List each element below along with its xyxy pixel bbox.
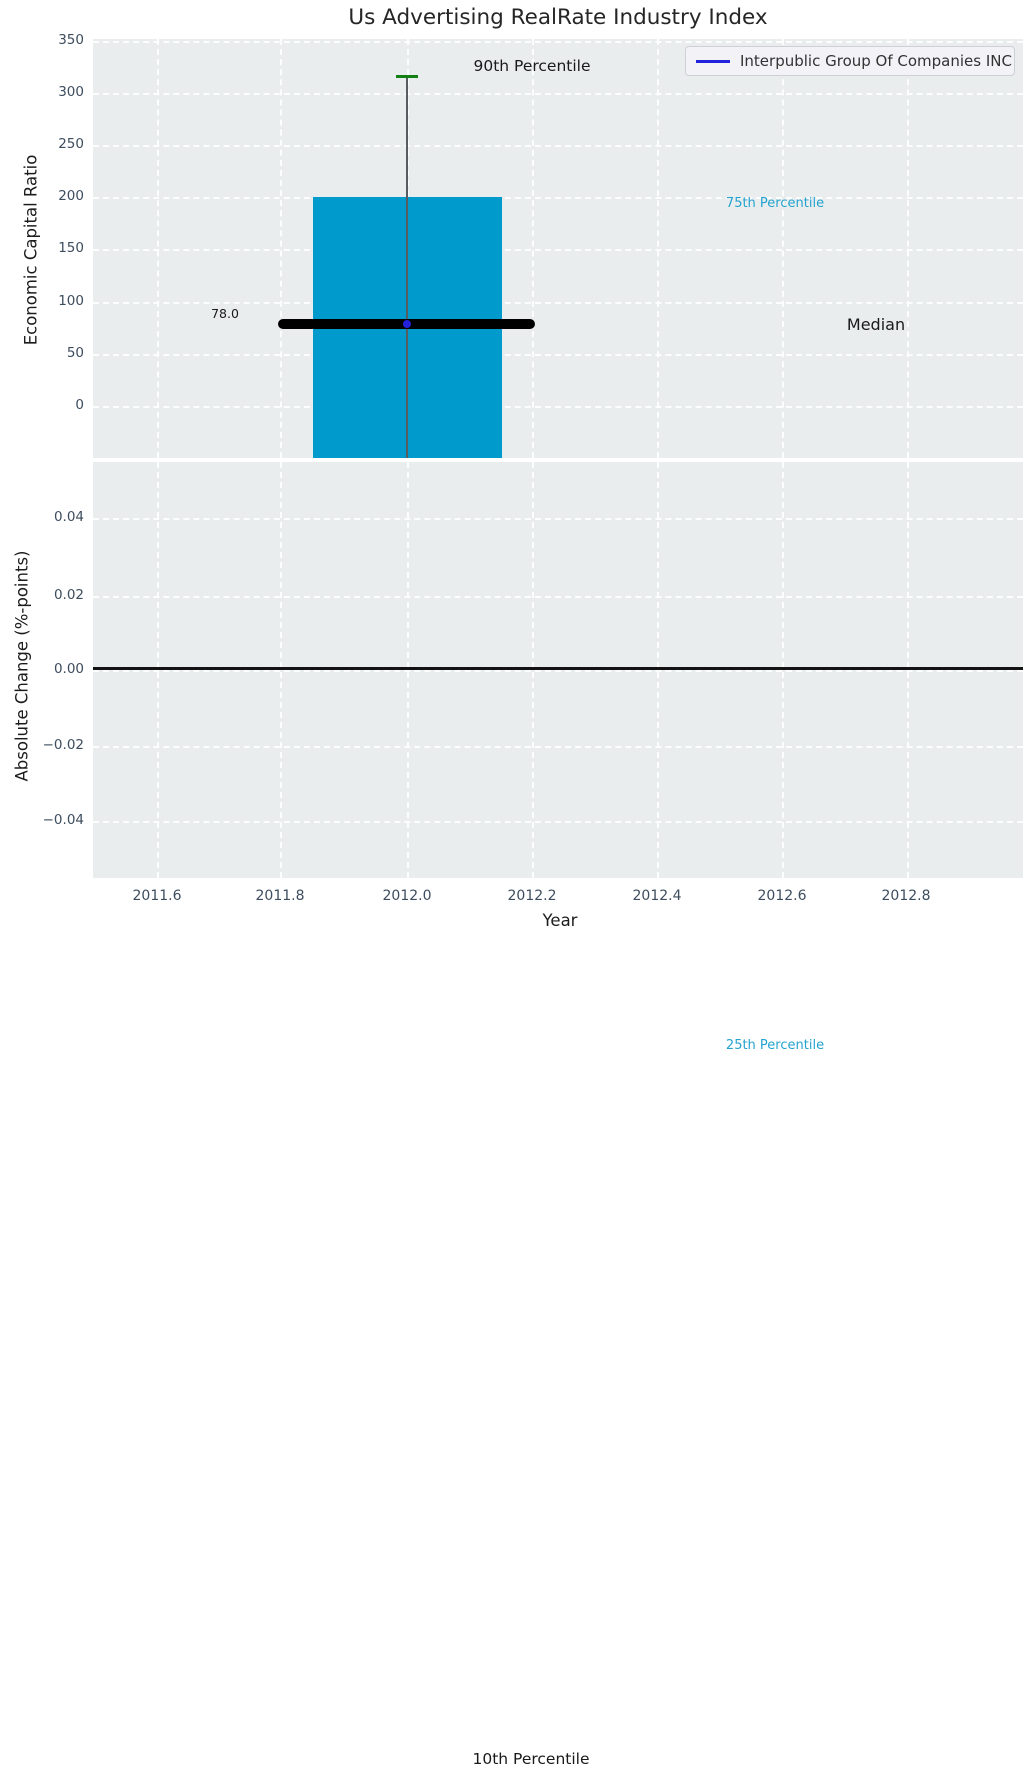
gridline bbox=[93, 821, 1023, 823]
gridline bbox=[157, 39, 159, 458]
y-tick-label: 0.02 bbox=[53, 587, 84, 603]
gridline bbox=[93, 145, 1023, 147]
bottom-y-axis-label: Absolute Change (%-points) bbox=[12, 550, 32, 782]
y-tick-label: 0.04 bbox=[53, 509, 84, 525]
gridline bbox=[93, 518, 1023, 520]
gridline bbox=[280, 462, 282, 878]
y-tick-label: 100 bbox=[58, 293, 84, 309]
gridline bbox=[280, 39, 282, 458]
gridline bbox=[93, 670, 1023, 672]
y-tick-label: 150 bbox=[58, 240, 84, 256]
gridline bbox=[532, 462, 534, 878]
annotation-median: Median bbox=[846, 315, 906, 334]
annotation-25th-percentile: 25th Percentile bbox=[725, 1038, 825, 1053]
x-tick-label: 2012.0 bbox=[382, 888, 432, 904]
x-tick-label: 2012.8 bbox=[881, 888, 931, 904]
gridline bbox=[907, 462, 909, 878]
top-y-axis-label: Economic Capital Ratio bbox=[21, 154, 41, 346]
top-axes-economic-capital-ratio: 90th Percentile 75th Percentile Median 7… bbox=[93, 39, 1023, 458]
y-tick-label: 250 bbox=[58, 136, 84, 152]
gridline bbox=[93, 354, 1023, 356]
gridline bbox=[93, 197, 1023, 199]
y-tick-label: −0.02 bbox=[42, 737, 84, 753]
gridline bbox=[93, 41, 1023, 43]
legend-line-swatch bbox=[696, 59, 730, 63]
gridline bbox=[782, 462, 784, 878]
x-tick-label: 2011.6 bbox=[132, 888, 182, 904]
company-data-point bbox=[403, 320, 411, 328]
annotation-75th-percentile: 75th Percentile bbox=[725, 196, 825, 211]
gridline bbox=[407, 462, 409, 878]
legend: Interpublic Group Of Companies INC bbox=[685, 46, 1015, 76]
gridline bbox=[93, 302, 1023, 304]
y-tick-label: −0.04 bbox=[42, 812, 84, 828]
gridline bbox=[93, 93, 1023, 95]
y-tick-label: 50 bbox=[66, 345, 84, 361]
x-tick-label: 2012.2 bbox=[507, 888, 557, 904]
gridline bbox=[907, 39, 909, 458]
x-tick-label: 2012.6 bbox=[757, 888, 807, 904]
legend-label: Interpublic Group Of Companies INC bbox=[740, 52, 1012, 70]
p90-whisker-cap bbox=[396, 75, 418, 78]
gridline bbox=[93, 746, 1023, 748]
x-tick-label: 2011.8 bbox=[255, 888, 305, 904]
x-axis-label: Year bbox=[542, 911, 578, 930]
gridline bbox=[157, 462, 159, 878]
y-tick-label: 0.00 bbox=[53, 661, 84, 677]
gridline bbox=[782, 39, 784, 458]
gridline bbox=[532, 39, 534, 458]
gridline bbox=[93, 596, 1023, 598]
gridline bbox=[657, 462, 659, 878]
annotation-10th-percentile: 10th Percentile bbox=[472, 1750, 590, 1768]
gridline bbox=[93, 406, 1023, 408]
p90-whisker-line bbox=[406, 77, 408, 458]
y-tick-label: 300 bbox=[58, 84, 84, 100]
y-tick-label: 200 bbox=[58, 188, 84, 204]
gridline bbox=[657, 39, 659, 458]
annotation-median-value: 78.0 bbox=[211, 306, 239, 321]
y-tick-label: 350 bbox=[58, 32, 84, 48]
gridline bbox=[93, 249, 1023, 251]
y-tick-label: 0 bbox=[75, 397, 84, 413]
x-tick-label: 2012.4 bbox=[632, 888, 682, 904]
bottom-axes-absolute-change bbox=[93, 462, 1023, 878]
annotation-90th-percentile: 90th Percentile bbox=[473, 57, 591, 75]
zero-reference-line bbox=[93, 667, 1023, 670]
chart-title: Us Advertising RealRate Industry Index bbox=[348, 5, 768, 30]
